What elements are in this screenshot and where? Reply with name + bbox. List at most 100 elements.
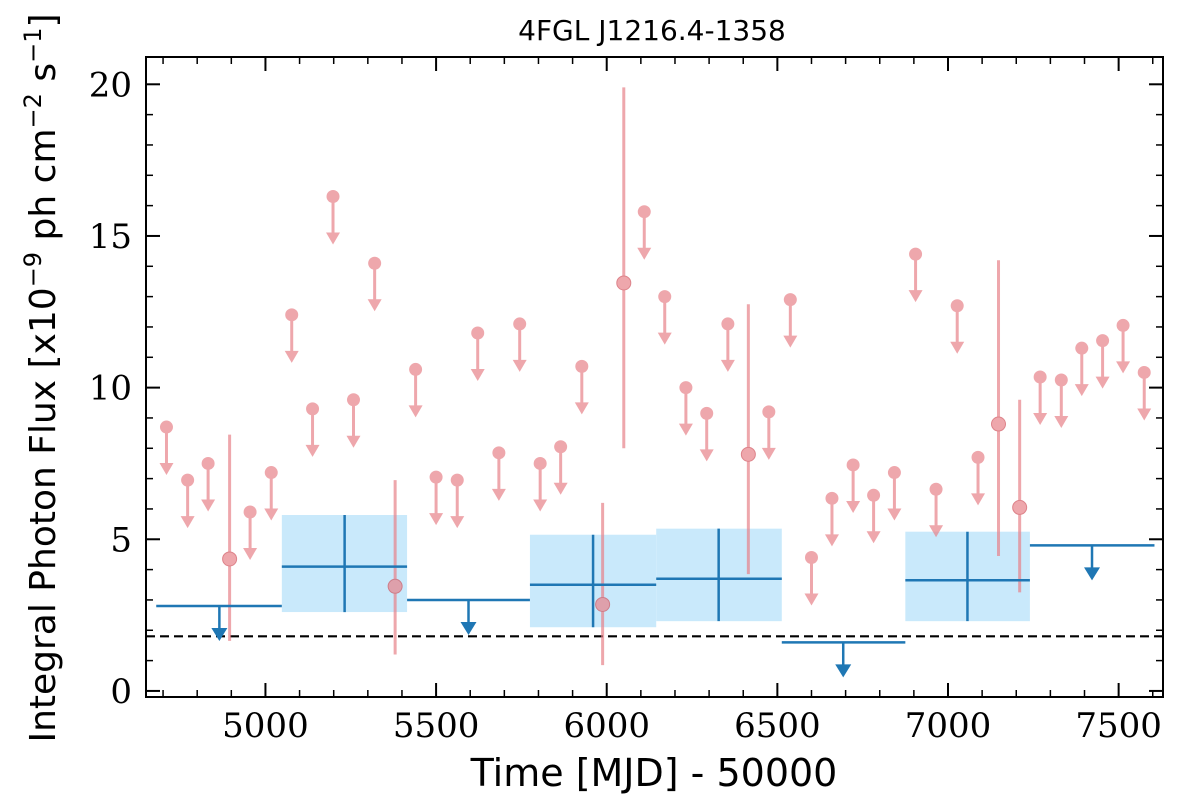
upper-limit-point [1116,318,1130,332]
upper-limit-arrowhead [533,499,548,512]
y-tick-label: 5 [110,520,132,560]
upper-limit-arrowhead [553,482,568,495]
tick-labels: 5000 5500 6000 6500 7000 7500 0 5 10 15 20 [89,65,1162,746]
monthly-detection [222,434,238,641]
upper-limit-arrowhead [470,369,485,382]
detection-point [740,446,756,462]
monthly-upper-limit [761,405,776,460]
yearly-detection [905,531,1030,622]
x-axis-label: Time [MJD] - 50000 [470,751,838,795]
monthly-detection [740,304,756,575]
y-tick-label: 0 [110,672,132,712]
upper-limit-point [762,405,776,419]
yearly-detection [656,528,782,622]
monthly-upper-limit [971,450,986,506]
monthly-upper-limit [326,190,341,245]
upper-limit-arrowhead [574,402,589,415]
upper-limit-arrowhead [243,547,258,560]
upper-limit-point [181,473,195,487]
upper-limit-point [201,456,215,470]
upper-limit-arrowhead [159,463,174,476]
upper-limit-arrowhead [1074,384,1089,397]
x-tick-label: 6500 [734,706,821,746]
monthly-upper-limit [553,440,568,495]
upper-limit-point [971,450,985,464]
detection-point [595,596,611,612]
upper-limit-point [346,393,360,407]
yearly-upper-limit [407,598,530,635]
upper-limit-point [929,482,943,496]
yearly-points [156,515,1155,678]
upper-limit-arrowhead [305,444,320,457]
upper-limit-point [637,205,651,219]
upper-limit-point [306,402,320,416]
monthly-upper-limit [783,293,798,348]
upper-limit-point [658,290,672,304]
y-label-mid2: s [23,63,64,93]
upper-limit-arrowhead [1116,361,1131,374]
monthly-upper-limit [804,550,819,606]
upper-limit-point [1096,334,1110,348]
monthly-detection [1012,399,1028,593]
y-label-mid: ph cm [23,128,64,251]
monthly-upper-limit [450,473,465,529]
y-label-exp2: −2 [19,93,47,128]
axis-ticks [146,57,1163,697]
upper-limit-point [471,326,485,340]
monthly-upper-limit [1033,370,1048,425]
upper-limit-arrowhead [367,299,382,312]
monthly-upper-limit [243,505,258,560]
monthly-upper-limit [180,473,195,529]
upper-limit-arrowhead [512,359,527,372]
x-tick-label: 5500 [393,706,480,746]
upper-limit-point [1033,370,1047,384]
upper-limit-point [159,420,173,434]
detection-point [991,416,1007,432]
upper-limit-arrowhead [491,488,506,501]
upper-limit-arrowhead [908,290,923,303]
monthly-detection [616,87,632,449]
upper-limit-arrowhead [450,516,465,529]
upper-limit-point [846,458,860,472]
monthly-upper-limit [533,456,548,512]
upper-limit-point [326,190,340,204]
monthly-upper-limit [1074,341,1089,397]
y-tick-label: 10 [89,369,132,409]
y-label-suffix: ] [23,13,64,27]
upper-limit-point [783,293,797,307]
upper-limit-point [804,550,818,564]
monthly-upper-limit [305,402,320,457]
monthly-detection [991,260,1007,556]
upper-limit-point [429,470,443,484]
monthly-upper-limit [1116,318,1131,374]
upper-limit-point [1137,365,1151,379]
x-tick-label: 6000 [563,706,650,746]
upper-limit-point [285,308,299,322]
upper-limit-arrowhead [346,435,361,448]
yearly-limit-arrowhead [211,628,228,642]
upper-limit-point [1075,341,1089,355]
y-label-prefix: Integral Photon Flux [x10 [23,287,64,742]
monthly-upper-limit [574,359,589,415]
upper-limit-arrowhead [429,513,444,526]
monthly-upper-limit [720,317,735,372]
upper-limit-arrowhead [180,516,195,529]
upper-limit-arrowhead [1054,416,1069,429]
monthly-upper-limit [699,406,714,462]
upper-limit-arrowhead [761,447,776,460]
monthly-upper-limit [1095,334,1110,389]
monthly-upper-limit [284,308,299,363]
upper-limit-point [867,488,881,502]
y-axis-label: Integral Photon Flux [x10−9 ph cm−2 s−1] [19,13,64,742]
monthly-upper-limit [637,205,652,260]
upper-limit-point [243,505,257,519]
monthly-upper-limit [512,317,527,372]
upper-limit-arrowhead [824,534,839,547]
upper-limit-arrowhead [637,247,652,260]
monthly-upper-limit [950,299,965,354]
upper-limit-point [554,440,568,454]
monthly-upper-limit [887,466,902,521]
upper-limit-point [950,299,964,313]
upper-limit-arrowhead [326,232,341,245]
